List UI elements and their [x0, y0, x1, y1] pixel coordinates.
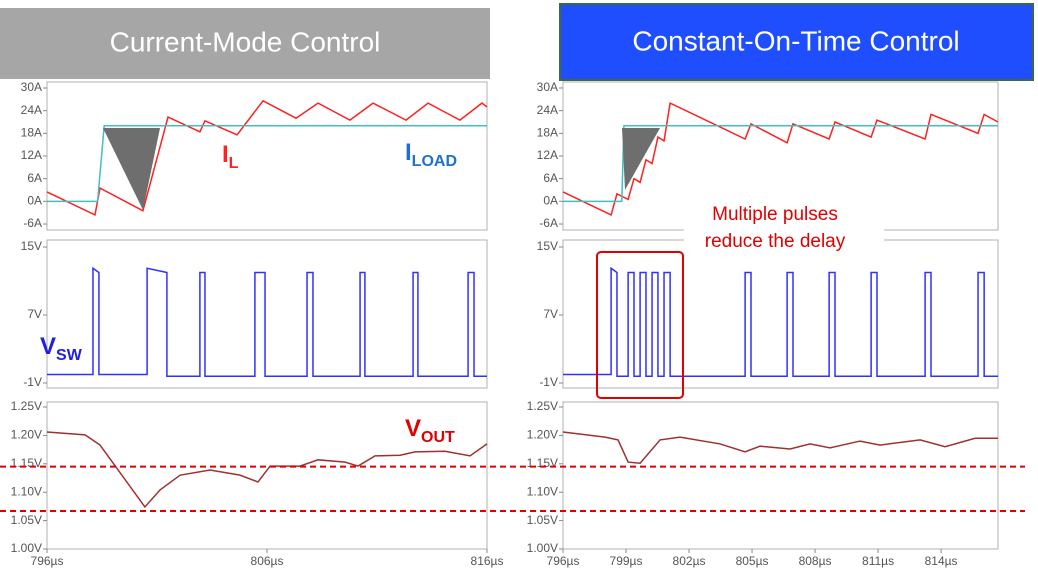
- y-tick-label: 1.00V: [11, 541, 42, 555]
- y-tick-label: 1.15V: [527, 456, 558, 470]
- y-tick-label: 1.25V: [11, 399, 42, 413]
- y-tick-label: 1.05V: [11, 513, 42, 527]
- x-tick-label: 796µs: [547, 554, 580, 568]
- y-tick-label: 12A: [537, 148, 558, 162]
- x-tick-label: 799µs: [610, 554, 643, 568]
- x-tick-label: 806µs: [251, 554, 284, 568]
- waveform: [47, 266, 487, 377]
- waveform: [46, 99, 488, 217]
- waveform: [47, 125, 487, 203]
- callout-text: reduce the delay: [705, 231, 846, 252]
- y-tick-label: 30A: [21, 80, 42, 94]
- y-tick-label: 30A: [537, 80, 558, 94]
- annotation-main: V: [405, 415, 421, 442]
- x-tick-label: 805µs: [736, 554, 769, 568]
- y-tick-label: 1.00V: [527, 541, 558, 555]
- y-tick-label: 18A: [537, 126, 558, 140]
- y-tick-label: 15V: [21, 239, 42, 253]
- annotation: ILOAD: [405, 139, 457, 170]
- y-tick-label: 0A: [543, 194, 558, 208]
- plot-frame: [562, 401, 999, 550]
- title-box: [0, 8, 490, 79]
- y-tick-label: 12A: [21, 148, 42, 162]
- y-tick-label: 15V: [537, 239, 558, 253]
- y-tick-label: 18A: [21, 126, 42, 140]
- annotation-sub: LOAD: [412, 153, 457, 170]
- y-tick-label: 1.10V: [11, 484, 42, 498]
- annotation-sub: SW: [56, 347, 83, 364]
- title-box: [559, 3, 1034, 81]
- x-tick-label: 814µs: [925, 554, 958, 568]
- y-tick-label: 1.20V: [527, 428, 558, 442]
- y-tick-label: 1.05V: [527, 513, 558, 527]
- annotation: VSW: [40, 333, 83, 364]
- annotation: VOUT: [405, 415, 455, 446]
- delay-shade: [622, 128, 660, 190]
- waveform: [563, 125, 998, 203]
- y-tick-label: 1.15V: [11, 456, 42, 470]
- x-tick-label: 816µs: [471, 554, 504, 568]
- callout-text: Multiple pulses: [712, 204, 838, 225]
- annotation-main: I: [222, 141, 229, 168]
- y-tick-label: 6A: [543, 171, 558, 185]
- title: Constant-On-Time Control: [632, 25, 959, 56]
- y-tick-label: 1.20V: [11, 428, 42, 442]
- callout-bg: [684, 200, 884, 256]
- y-tick-label: -6A: [539, 216, 558, 230]
- y-tick-label: 7V: [27, 307, 42, 321]
- y-tick-label: 0A: [27, 194, 42, 208]
- title: Current-Mode Control: [110, 26, 381, 57]
- delay-shade: [103, 128, 160, 210]
- annotation-sub: OUT: [421, 429, 455, 446]
- waveform: [562, 102, 999, 216]
- annotation-main: V: [40, 333, 56, 360]
- x-tick-label: 802µs: [673, 554, 706, 568]
- x-tick-label: 808µs: [799, 554, 832, 568]
- y-tick-label: 6A: [27, 171, 42, 185]
- y-tick-label: 1.25V: [527, 399, 558, 413]
- callout-box: [596, 251, 684, 399]
- y-tick-label: 24A: [537, 103, 558, 117]
- y-tick-label: -6A: [23, 216, 42, 230]
- y-tick-label: 24A: [21, 103, 42, 117]
- x-tick-label: 796µs: [31, 554, 64, 568]
- plot-frame: [46, 239, 488, 389]
- waveform: [563, 266, 998, 377]
- annotation-sub: L: [229, 155, 239, 172]
- waveform: [562, 431, 998, 465]
- y-tick-label: 7V: [543, 307, 558, 321]
- x-tick-label: 811µs: [862, 554, 894, 568]
- y-tick-label: -1V: [23, 375, 42, 389]
- y-tick-label: 1.10V: [527, 484, 558, 498]
- annotation-main: I: [405, 139, 412, 166]
- y-tick-label: -1V: [539, 375, 558, 389]
- annotation: IL: [222, 141, 239, 172]
